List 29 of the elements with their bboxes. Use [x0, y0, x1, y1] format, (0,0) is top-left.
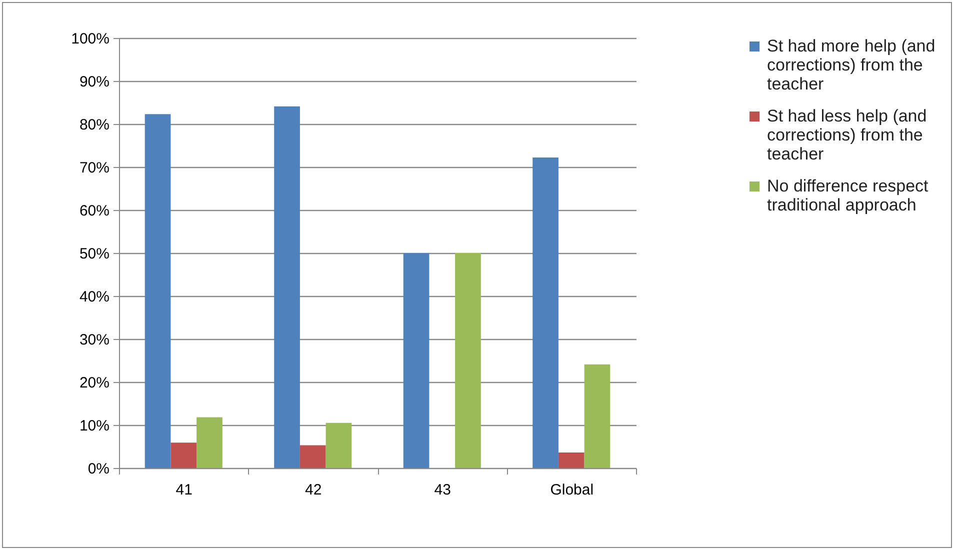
bar — [196, 417, 222, 468]
x-tick-label: 41 — [176, 482, 192, 498]
bar — [326, 422, 352, 468]
y-tick-label: 50% — [79, 246, 110, 262]
bar — [274, 106, 300, 468]
x-tick-label: 43 — [434, 482, 451, 498]
y-tick-label: 40% — [79, 288, 110, 306]
y-tick-label: 60% — [79, 202, 110, 220]
bar — [558, 452, 584, 468]
y-tick-label: 30% — [79, 332, 110, 348]
y-tick-label: 70% — [79, 160, 110, 176]
x-tick-label: Global — [550, 482, 594, 498]
y-tick-label: 80% — [79, 116, 110, 134]
bar — [455, 253, 481, 468]
y-tick-label: 20% — [79, 374, 110, 392]
bar — [532, 158, 558, 468]
bar — [144, 114, 171, 468]
bar — [584, 364, 610, 468]
legend-label: St had less help (and corrections) from the teacher — [767, 106, 927, 164]
legend-label: St had more help (and corrections) from the teacher — [767, 36, 936, 94]
bar — [300, 445, 326, 468]
y-tick-label: 100% — [71, 30, 110, 48]
x-tick-label: 42 — [305, 482, 322, 498]
bar — [170, 442, 197, 468]
bar — [403, 253, 430, 468]
y-tick-label: 10% — [79, 418, 110, 434]
legend-label: No difference respect traditional approach — [767, 176, 929, 214]
y-tick-label: 0% — [88, 460, 110, 478]
y-tick-label: 90% — [79, 74, 110, 90]
